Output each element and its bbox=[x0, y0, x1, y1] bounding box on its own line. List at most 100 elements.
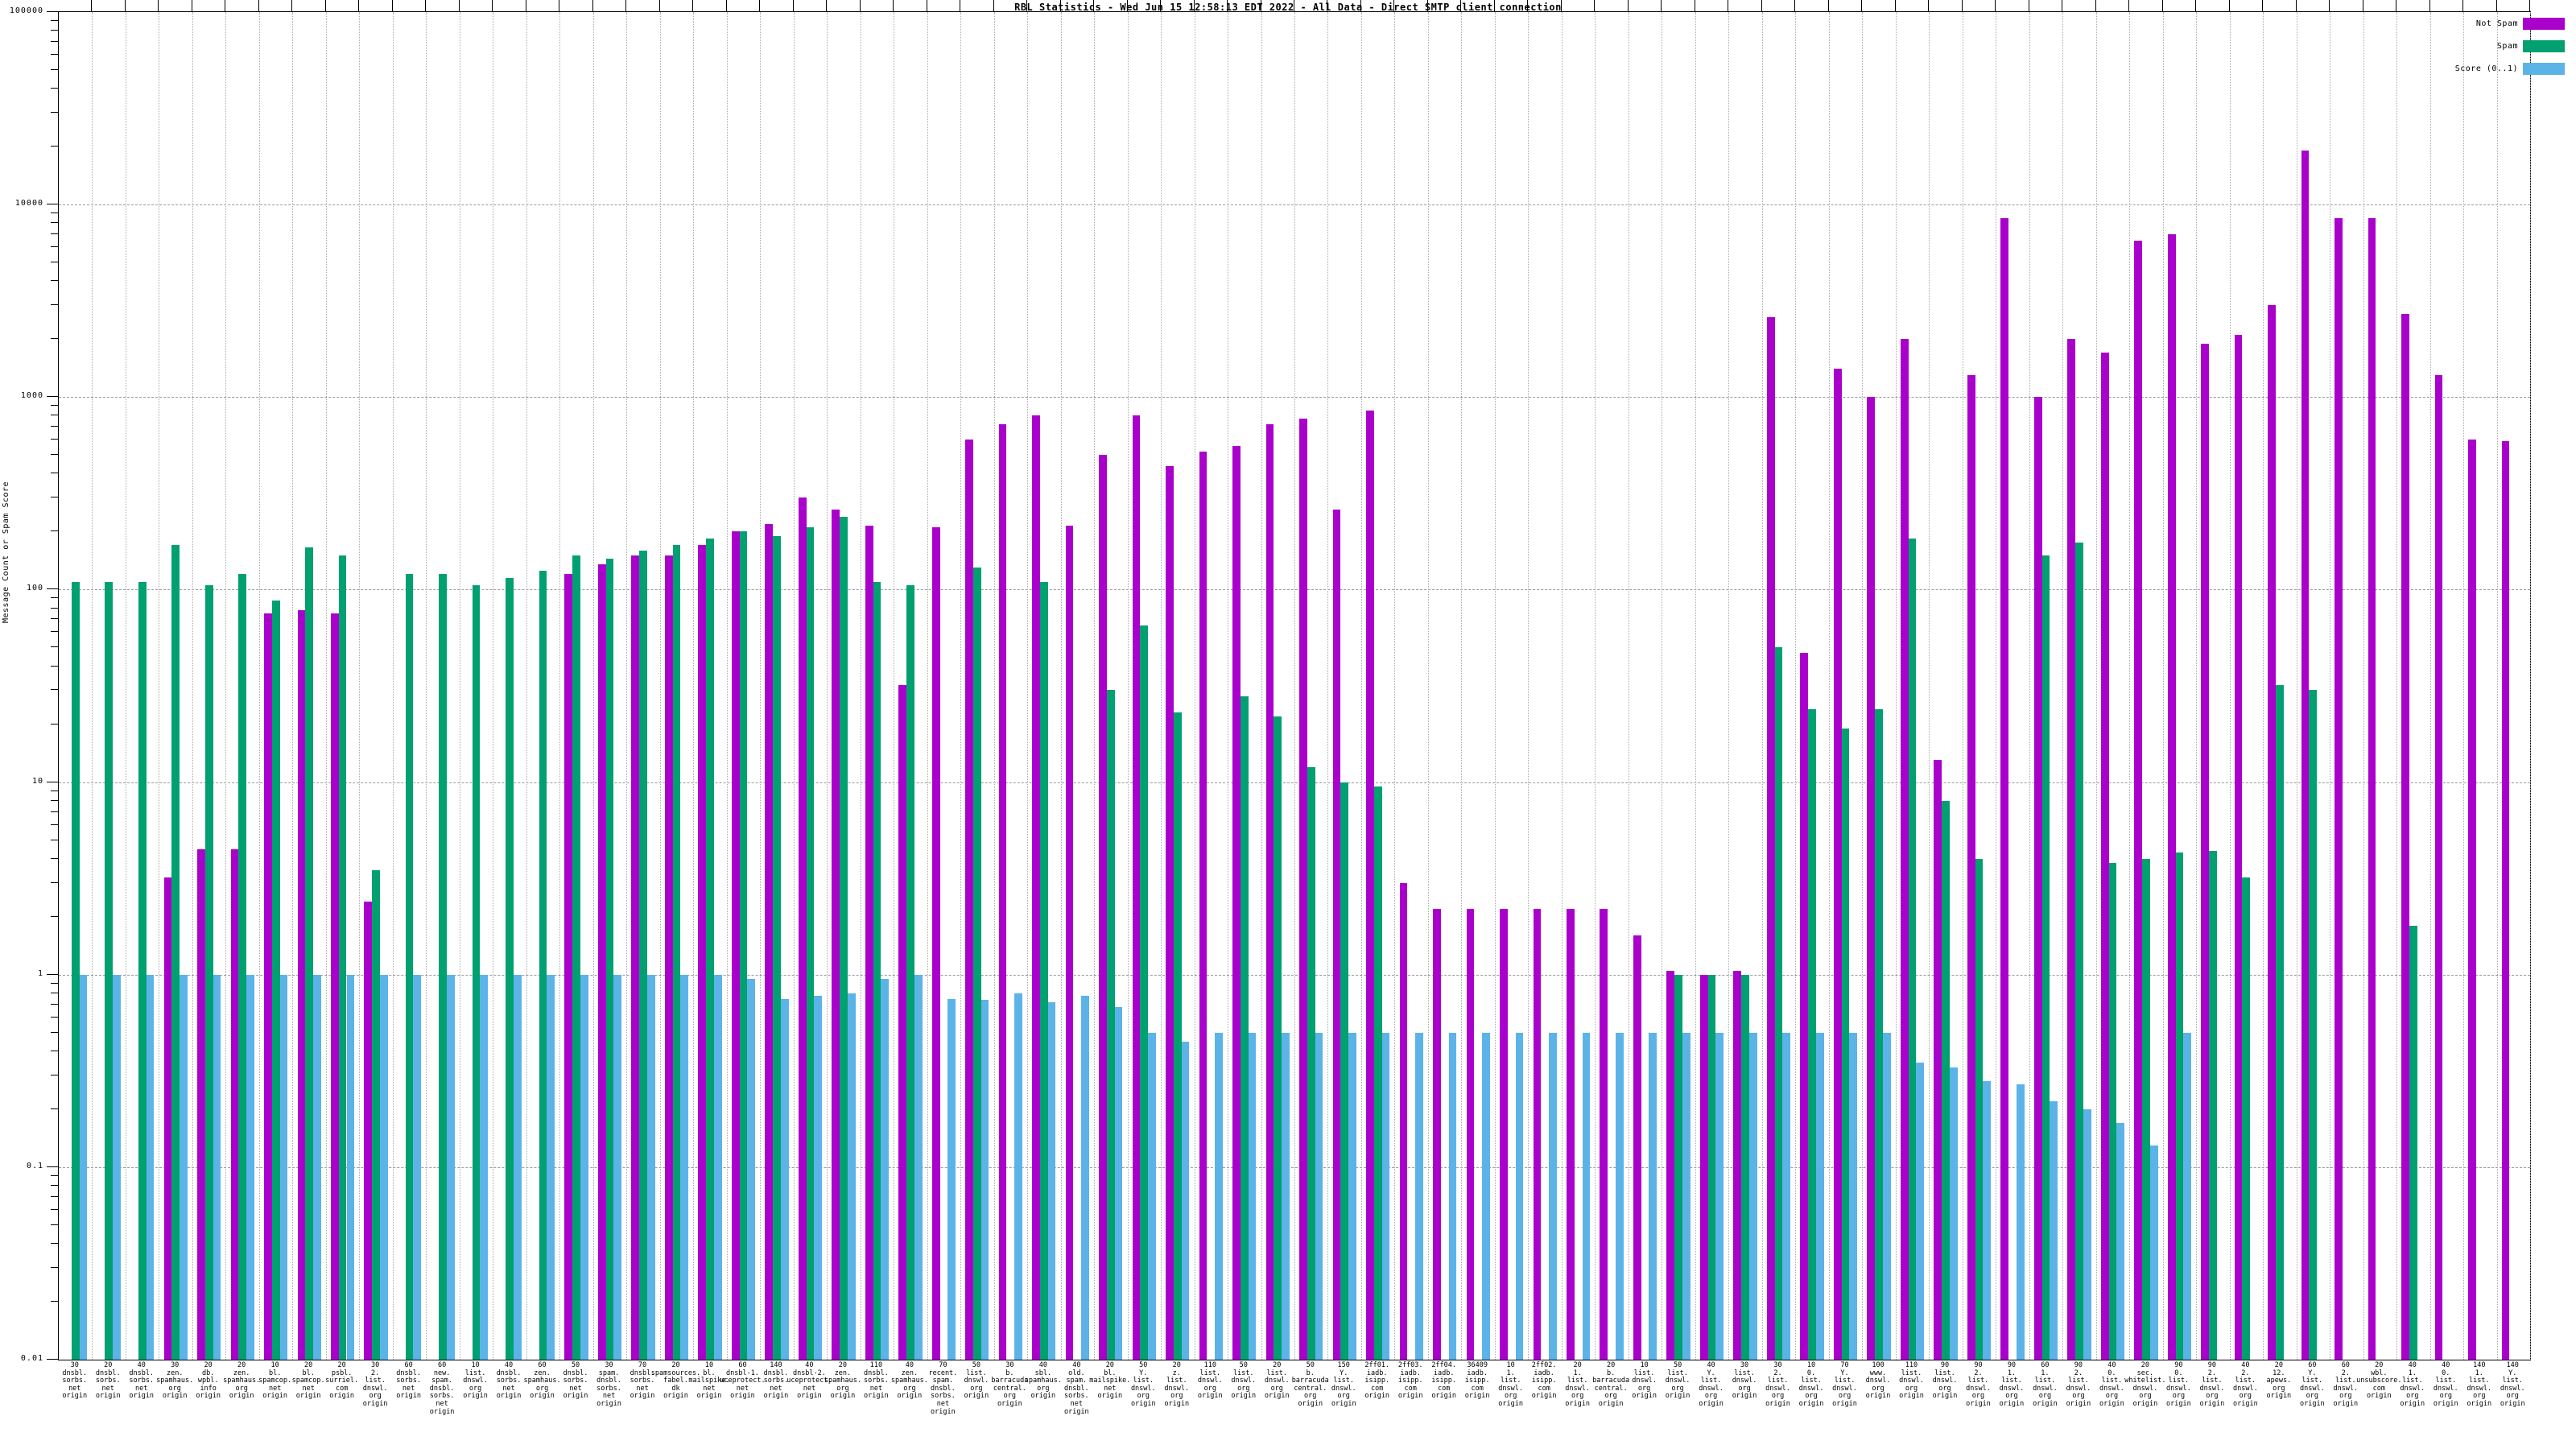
x-axis-tick-label: 36409 iadb. isipp. com origin bbox=[1464, 1361, 1490, 1401]
bar-spam bbox=[1173, 712, 1182, 1360]
top-axis-tick bbox=[2195, 0, 2197, 11]
y-axis-tick bbox=[47, 11, 58, 12]
y-axis-minor-tick bbox=[51, 1185, 58, 1187]
bar-not_spam bbox=[1366, 411, 1374, 1360]
x-axis-tick-label: 20 wbl. unsubscore. com origin bbox=[2356, 1361, 2402, 1401]
bar-spam bbox=[2175, 852, 2184, 1360]
bar-not_spam bbox=[1500, 908, 1508, 1360]
bar-score bbox=[1682, 1032, 1690, 1360]
top-axis-tick bbox=[425, 0, 427, 11]
bar-score bbox=[2183, 1032, 2191, 1360]
bar-score bbox=[180, 974, 188, 1360]
vertical-gridline bbox=[2229, 12, 2231, 1360]
bar-not_spam bbox=[2234, 335, 2243, 1360]
y-axis-minor-tick bbox=[51, 19, 58, 21]
vertical-gridline bbox=[1862, 12, 1864, 1360]
top-axis-tick bbox=[91, 0, 93, 11]
bar-spam bbox=[138, 581, 147, 1360]
bar-score bbox=[646, 974, 655, 1360]
top-axis-tick bbox=[1794, 0, 1796, 11]
vertical-gridline bbox=[2363, 12, 2364, 1360]
x-axis-tick-label: 2ff01. iadb. isipp. com origin bbox=[1364, 1361, 1390, 1401]
vertical-gridline bbox=[1094, 12, 1096, 1360]
bar-score bbox=[547, 974, 555, 1360]
y-axis-tick bbox=[47, 973, 58, 975]
bar-spam bbox=[973, 568, 981, 1360]
bar-not_spam bbox=[965, 440, 973, 1360]
bar-spam bbox=[1774, 647, 1783, 1360]
x-axis-tick-label: 60 Y. list. dnswl. org origin bbox=[2299, 1361, 2325, 1408]
x-axis-tick-label: 110 list. dnswl. org origin bbox=[1899, 1361, 1924, 1401]
x-axis-tick-label: 60 dnsbl. sorbs. net origin bbox=[396, 1361, 421, 1401]
x-axis-tick-label: 50 b. barracuda central. org origin bbox=[1291, 1361, 1329, 1408]
bar-spam bbox=[572, 555, 580, 1360]
bar-spam bbox=[338, 555, 347, 1360]
vertical-gridline bbox=[1695, 12, 1696, 1360]
top-axis-tick bbox=[1160, 0, 1162, 11]
vertical-gridline bbox=[960, 12, 962, 1360]
y-axis-minor-tick bbox=[51, 54, 58, 56]
vertical-gridline bbox=[726, 12, 728, 1360]
top-axis-tick bbox=[759, 0, 761, 11]
top-axis-tick bbox=[2128, 0, 2130, 11]
vertical-gridline bbox=[1795, 12, 1797, 1360]
bar-score bbox=[1615, 1032, 1624, 1360]
bar-not_spam bbox=[297, 610, 306, 1360]
top-axis-tick bbox=[1059, 0, 1061, 11]
vertical-gridline bbox=[1360, 12, 1362, 1360]
y-axis-minor-tick bbox=[51, 426, 58, 427]
bar-spam bbox=[2242, 877, 2251, 1360]
bar-score bbox=[1047, 1001, 1056, 1360]
bar-not_spam bbox=[1132, 415, 1141, 1360]
top-axis-tick bbox=[993, 0, 994, 11]
bar-spam bbox=[271, 600, 280, 1360]
vertical-gridline bbox=[1427, 12, 1429, 1360]
y-axis-minor-tick bbox=[51, 631, 58, 633]
vertical-gridline bbox=[927, 12, 928, 1360]
bar-score bbox=[1415, 1032, 1423, 1360]
top-axis-tick bbox=[2095, 0, 2096, 11]
x-axis-tick-label: 90 1. list. dnswl. org origin bbox=[1999, 1361, 2025, 1408]
bar-not_spam bbox=[765, 523, 774, 1360]
top-axis-tick bbox=[1093, 0, 1095, 11]
vertical-gridline bbox=[1561, 12, 1563, 1360]
top-axis-tick bbox=[291, 0, 293, 11]
x-axis-tick-label: 20 zen. spamhaus. org origin bbox=[824, 1361, 861, 1401]
bar-spam bbox=[840, 516, 848, 1360]
top-axis-tick bbox=[1227, 0, 1228, 11]
y-axis-minor-tick bbox=[51, 597, 58, 599]
bar-score bbox=[1549, 1032, 1557, 1360]
bar-spam bbox=[1908, 538, 1917, 1360]
vertical-gridline bbox=[1895, 12, 1897, 1360]
vertical-gridline bbox=[993, 12, 995, 1360]
vertical-gridline bbox=[2463, 12, 2465, 1360]
vertical-gridline bbox=[760, 12, 762, 1360]
bar-spam bbox=[506, 577, 514, 1360]
bar-spam bbox=[873, 581, 881, 1360]
bar-not_spam bbox=[832, 510, 840, 1360]
x-axis-tick-label: 40 0. list. dnswl. org origin bbox=[2433, 1361, 2458, 1408]
top-axis-tick bbox=[1193, 0, 1195, 11]
bar-score bbox=[2050, 1100, 2058, 1360]
y-axis-minor-tick bbox=[51, 824, 58, 825]
y-axis-minor-tick bbox=[51, 1016, 58, 1018]
bar-score bbox=[1448, 1032, 1457, 1360]
bar-not_spam bbox=[230, 848, 239, 1360]
x-axis-tick-label: 110 list. dnswl. org origin bbox=[1197, 1361, 1223, 1401]
legend-label-spam: Spam bbox=[2496, 41, 2518, 51]
top-axis-tick bbox=[592, 0, 593, 11]
bar-score bbox=[2016, 1084, 2025, 1360]
top-axis-tick bbox=[1894, 0, 1896, 11]
y-axis-minor-tick bbox=[51, 304, 58, 306]
top-axis-tick bbox=[1493, 0, 1495, 11]
bar-score bbox=[2083, 1108, 2091, 1360]
y-axis-tick-label: 0.1 bbox=[26, 1161, 43, 1170]
x-axis-tick-label: 60 2. list. dnswl. org origin bbox=[2333, 1361, 2359, 1408]
vertical-gridline bbox=[1828, 12, 1830, 1360]
bar-spam bbox=[539, 571, 547, 1360]
bar-not_spam bbox=[2301, 151, 2310, 1360]
bar-score bbox=[1081, 995, 1089, 1360]
bar-score bbox=[1882, 1032, 1891, 1360]
x-axis-tick-label: 100 www. dnswl. org origin bbox=[1865, 1361, 1891, 1401]
